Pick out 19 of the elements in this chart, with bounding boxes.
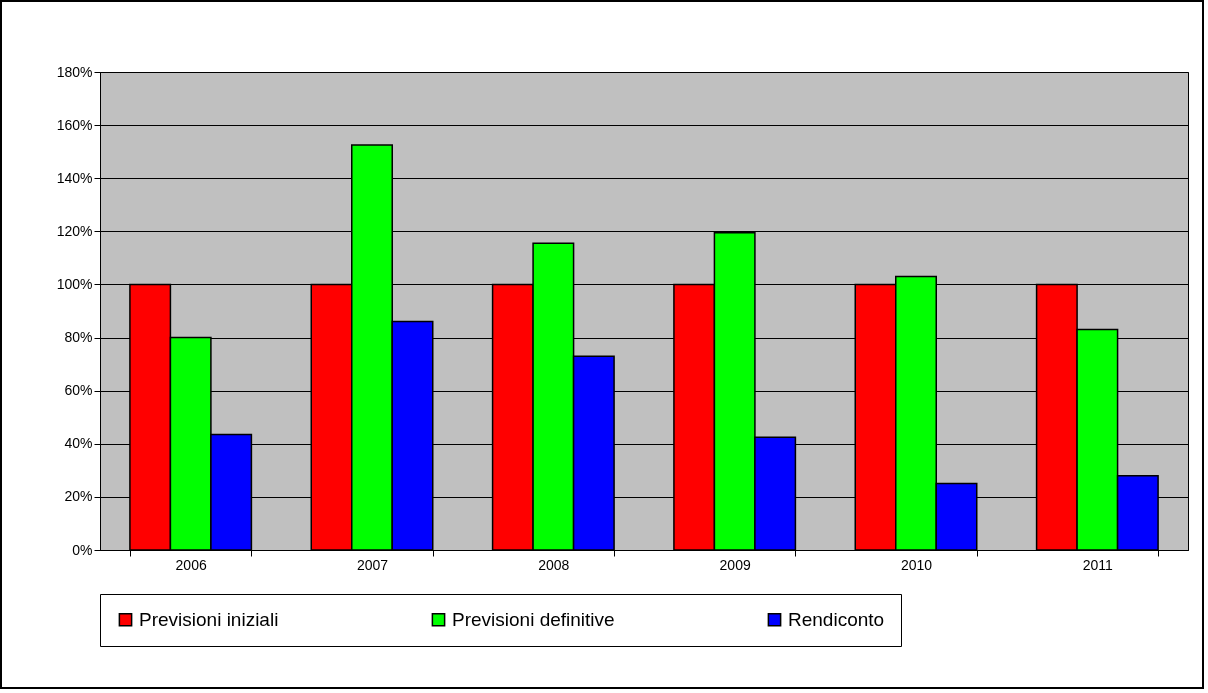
y-tick-label: 140% — [56, 169, 93, 186]
y-tick-label: 160% — [56, 116, 93, 133]
y-tick-label: 20% — [64, 488, 93, 505]
legend-label: Previsioni definitive — [452, 608, 615, 630]
y-tick-label: 100% — [56, 275, 93, 292]
y-tick-label: 40% — [64, 435, 93, 452]
legend-label: Rendiconto — [788, 608, 885, 630]
y-tick-label: 120% — [56, 222, 93, 239]
y-tick-label: 0% — [72, 541, 93, 558]
y-tick-label: 80% — [64, 329, 93, 346]
x-tick-label: 2006 — [175, 556, 207, 573]
x-tick-label: 2007 — [356, 556, 389, 573]
x-tick-label: 2010 — [900, 556, 933, 573]
y-tick-label: 60% — [64, 382, 93, 399]
x-tick-label: 2008 — [538, 556, 570, 573]
x-tick-label: 2009 — [719, 556, 751, 573]
x-tick-label: 2011 — [1082, 556, 1114, 573]
y-tick-label: 180% — [56, 63, 93, 80]
legend-label: Previsioni iniziali — [139, 608, 279, 630]
